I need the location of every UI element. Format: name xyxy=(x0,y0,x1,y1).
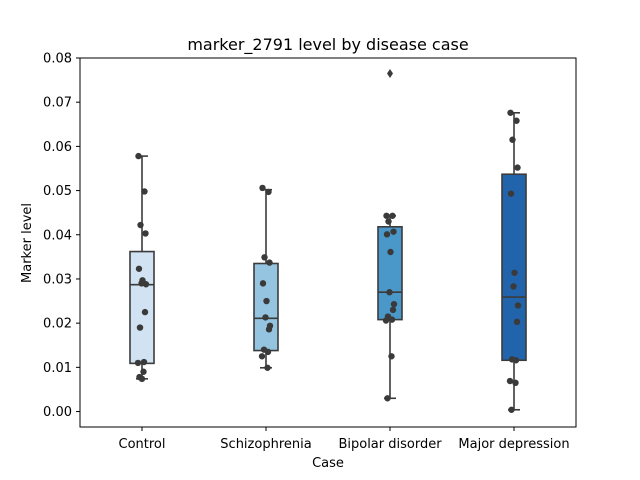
data-point xyxy=(382,317,390,324)
data-point xyxy=(264,348,272,356)
data-point xyxy=(513,117,520,124)
x-tick-label: Schizophrenia xyxy=(220,437,311,452)
x-tick-label: Control xyxy=(119,437,166,452)
data-point xyxy=(385,218,392,225)
y-tick-label: 0.07 xyxy=(43,96,72,111)
data-point xyxy=(258,353,266,360)
data-point xyxy=(264,364,271,371)
chart-title: marker_2791 level by disease case xyxy=(187,35,468,55)
plot-area xyxy=(79,57,577,428)
points-group-2 xyxy=(258,184,274,371)
data-point xyxy=(388,353,395,360)
data-point xyxy=(138,375,146,383)
x-axis-label: Case xyxy=(312,456,344,471)
data-point xyxy=(142,230,149,237)
data-point xyxy=(514,164,521,171)
y-tick-label: 0.06 xyxy=(43,140,72,155)
box-group-3 xyxy=(377,68,403,400)
box xyxy=(377,226,403,321)
y-tick-label: 0.02 xyxy=(43,317,72,332)
data-point xyxy=(506,377,514,385)
data-point xyxy=(507,190,515,197)
data-point xyxy=(383,212,390,219)
data-point xyxy=(266,259,273,266)
data-point xyxy=(513,318,521,326)
outlier-marker xyxy=(387,68,393,78)
y-tick-label: 0.05 xyxy=(43,184,72,199)
data-point xyxy=(389,212,396,219)
y-axis-label: Marker level xyxy=(20,203,35,283)
y-axis: 0.00 0.01 0.02 0.03 0.04 0.05 0.06 0.07 0.08 xyxy=(43,52,80,420)
data-point xyxy=(509,136,516,143)
y-tick-label: 0.04 xyxy=(43,228,72,243)
plot-frame xyxy=(79,57,577,428)
points-group-4 xyxy=(506,109,522,413)
data-point xyxy=(386,289,393,296)
data-point xyxy=(134,359,142,367)
data-point xyxy=(511,269,518,276)
box-group-1 xyxy=(129,155,155,380)
data-point xyxy=(508,406,515,413)
x-tick-label: Bipolar disorder xyxy=(338,437,442,452)
box-group-2 xyxy=(253,188,279,369)
y-tick-label: 0.08 xyxy=(43,52,72,67)
data-point xyxy=(390,300,398,308)
x-axis: Control Schizophrenia Bipolar disorder Majo… xyxy=(119,427,570,452)
data-point xyxy=(141,188,148,195)
data-point xyxy=(262,314,269,321)
data-point xyxy=(136,324,144,331)
data-point xyxy=(514,302,522,309)
data-point xyxy=(137,221,144,229)
data-point xyxy=(507,109,514,116)
data-point xyxy=(383,231,391,238)
y-tick-label: 0.03 xyxy=(43,272,72,287)
data-point xyxy=(512,357,520,364)
data-point xyxy=(140,368,147,375)
data-point xyxy=(265,188,272,196)
points-group-1 xyxy=(134,152,150,383)
data-point xyxy=(263,297,270,305)
data-point xyxy=(259,184,266,192)
data-point xyxy=(135,265,143,272)
data-point xyxy=(141,308,149,316)
y-tick-label: 0.00 xyxy=(43,405,72,420)
data-point xyxy=(510,283,517,290)
data-point xyxy=(390,228,397,235)
box xyxy=(501,173,527,362)
x-tick-label: Major depression xyxy=(458,437,569,452)
data-point xyxy=(384,395,391,402)
box xyxy=(253,262,279,352)
data-point xyxy=(388,316,396,323)
box xyxy=(129,250,155,365)
data-point xyxy=(259,280,267,287)
y-tick-label: 0.01 xyxy=(43,361,72,376)
box-group-4 xyxy=(501,111,527,411)
points-group-3 xyxy=(382,212,398,402)
data-point xyxy=(142,281,150,288)
data-point xyxy=(265,326,273,333)
data-point xyxy=(135,152,142,160)
data-point xyxy=(261,254,268,261)
data-point xyxy=(140,358,148,366)
data-point xyxy=(389,306,397,314)
data-point xyxy=(512,379,519,387)
data-point xyxy=(387,248,394,256)
